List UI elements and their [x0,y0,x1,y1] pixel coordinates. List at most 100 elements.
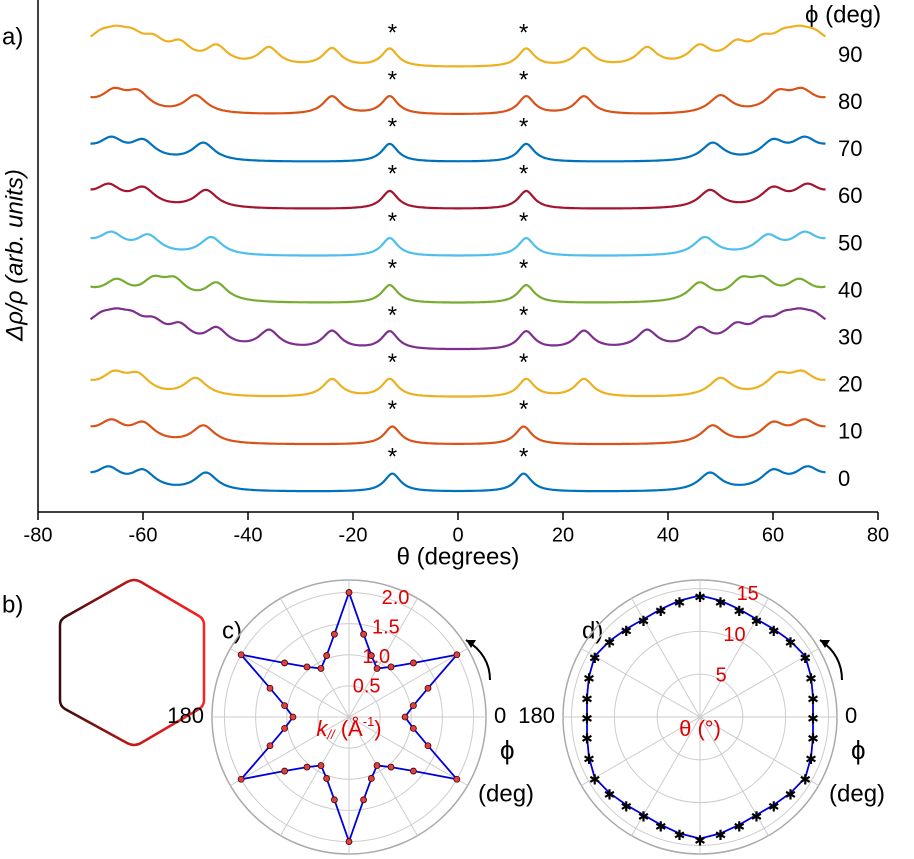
spectrum-line [90,418,826,446]
data-point: ✱ [715,827,727,843]
angle-tick-label: 0 [845,703,857,728]
arrow [819,639,843,681]
r-axis-label-part: ) [374,716,381,741]
data-point [281,702,289,710]
angle-label: ϕ [851,735,866,765]
annotation: * [519,396,528,423]
data-point: ✱ [733,603,745,619]
r-axis-label: θ (°) [679,716,721,741]
annotation: * [388,19,397,46]
data-point [367,652,375,659]
r-axis-label-part: (Å [335,716,363,741]
series-label: 30 [838,324,862,349]
data-point [289,713,297,721]
data-point [317,665,325,672]
annotation: * [388,208,397,235]
r-axis-label-part: -1 [363,714,375,729]
series-label: 90 [838,42,862,67]
r-axis-label: k// (Å-1) [316,714,381,742]
data-point [360,630,367,638]
grid-ring [286,654,412,780]
spectrum-line [89,24,827,68]
data-point [317,762,325,769]
data-point: ✱ [674,827,686,843]
series-label: 50 [838,230,862,255]
series-label: 80 [838,89,862,114]
annotation: * [519,302,528,329]
data-point: ✱ [581,731,593,747]
spectrum-line [90,182,826,210]
data-point: ✱ [589,771,601,787]
spectrum-line [90,135,826,163]
x-tick-label: 40 [657,524,679,546]
data-point [373,665,381,672]
polar-line [586,594,814,840]
data-point [424,742,432,750]
spectrum-line [90,86,826,115]
x-tick-label: 0 [452,524,463,546]
r-tick-label: 0.5 [353,676,381,698]
annotation: * [388,161,397,188]
grid-ring [613,630,787,804]
data-point: ✱ [638,809,650,825]
annotation: * [519,349,528,376]
series-label: 20 [838,372,862,397]
data-point [387,663,395,671]
data-point: ✱ [674,594,686,610]
angle-tick-label: 180 [518,703,555,728]
data-point: ✱ [799,771,811,787]
x-tick-label: -40 [234,524,263,546]
data-point [331,630,338,638]
spoke [581,648,819,786]
data-point [409,702,417,710]
angle-label: (deg) [478,780,534,807]
data-point [409,659,417,667]
data-point [237,775,245,783]
series-label: 40 [838,277,862,302]
annotation: * [519,114,528,141]
data-point [281,659,289,667]
annotation: * [388,66,397,93]
annotation: * [388,396,397,423]
angle-label: ϕ [500,735,515,765]
data-point: ✱ [715,594,727,610]
data-point [323,652,331,659]
data-point: ✱ [768,799,780,815]
data-point: ✱ [655,819,667,835]
data-point [323,775,331,782]
data-point: ✱ [694,832,706,848]
data-point [281,767,289,775]
x-tick-label: -80 [24,524,53,546]
data-point [345,838,353,845]
annotation: * [519,66,528,93]
data-point [401,713,409,721]
fermi-contour [58,578,206,747]
x-tick-label: 80 [867,524,889,546]
spoke [230,648,468,786]
series-label: 10 [838,419,862,444]
data-point: ✱ [583,670,595,686]
data-point: ✱ [620,799,632,815]
spectrum-line [90,465,826,493]
grid-ring [255,623,443,811]
data-point [237,651,245,659]
angle-label: (deg) [829,780,885,807]
data-point: ✱ [581,711,593,727]
panel-label: a) [2,23,23,50]
data-point [345,589,353,596]
data-point: ✱ [751,613,763,629]
x-tick-label: 60 [762,524,784,546]
panel-label: c) [222,617,242,644]
x-tick-label: -60 [129,524,158,546]
annotation: * [519,208,528,235]
data-point [453,775,461,783]
data-point: ✱ [751,809,763,825]
series-label: 60 [838,183,862,208]
data-point [367,775,375,782]
data-point [266,684,274,692]
annotation: * [519,255,528,282]
legend-title: ϕ (deg) [805,1,881,28]
annotation: * [388,114,397,141]
data-point: ✱ [694,589,706,605]
